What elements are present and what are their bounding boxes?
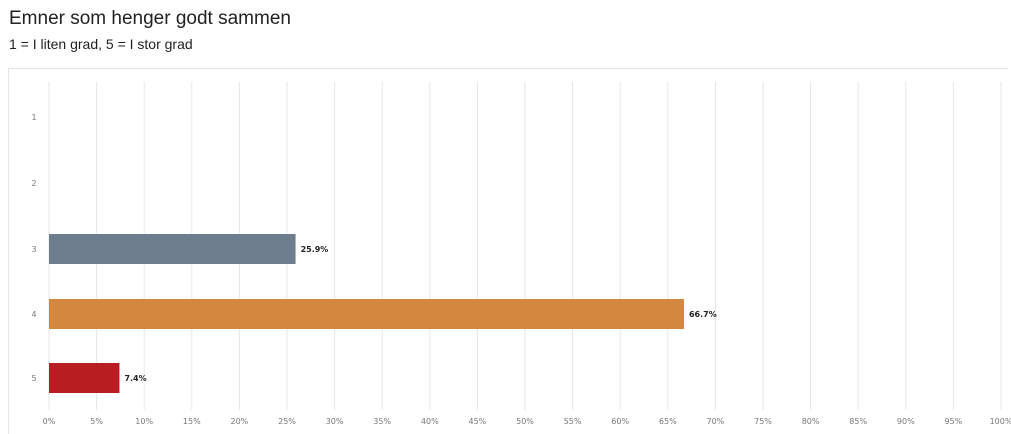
x-tick-label: 85% (849, 417, 867, 426)
data-label-5: 7.4% (124, 374, 146, 383)
y-tick-label: 4 (31, 310, 36, 319)
x-tick-label: 50% (516, 417, 534, 426)
chart-frame (8, 68, 1008, 434)
x-tick-label: 80% (802, 417, 820, 426)
x-tick-label: 75% (754, 417, 772, 426)
x-tick-label: 70% (707, 417, 725, 426)
x-tick-label: 25% (278, 417, 296, 426)
y-tick-label: 1 (31, 113, 36, 122)
x-tick-label: 100% (990, 417, 1011, 426)
x-tick-label: 5% (90, 417, 103, 426)
x-tick-label: 60% (611, 417, 629, 426)
x-tick-label: 55% (564, 417, 582, 426)
data-label-3: 25.9% (301, 245, 329, 254)
x-tick-label: 45% (469, 417, 487, 426)
chart-title: Emner som henger godt sammen (9, 8, 291, 29)
x-tick-label: 20% (231, 417, 249, 426)
x-tick-label: 35% (373, 417, 391, 426)
x-tick-label: 10% (135, 417, 153, 426)
chart-subtitle: 1 = I liten grad, 5 = I stor grad (9, 36, 193, 52)
x-tick-label: 0% (43, 417, 56, 426)
y-tick-label: 5 (31, 374, 36, 383)
x-tick-label: 30% (326, 417, 344, 426)
bar-4 (49, 299, 684, 329)
x-tick-label: 95% (945, 417, 963, 426)
x-tick-label: 90% (897, 417, 915, 426)
y-tick-label: 2 (31, 179, 36, 188)
x-tick-label: 40% (421, 417, 439, 426)
x-tick-label: 15% (183, 417, 201, 426)
bar-3 (49, 234, 296, 264)
bar-5 (49, 363, 120, 393)
x-tick-label: 65% (659, 417, 677, 426)
y-tick-label: 3 (31, 245, 36, 254)
data-label-4: 66.7% (689, 310, 717, 319)
